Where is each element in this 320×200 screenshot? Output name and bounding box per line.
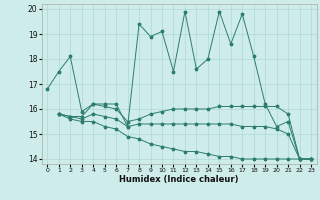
X-axis label: Humidex (Indice chaleur): Humidex (Indice chaleur) (119, 175, 239, 184)
